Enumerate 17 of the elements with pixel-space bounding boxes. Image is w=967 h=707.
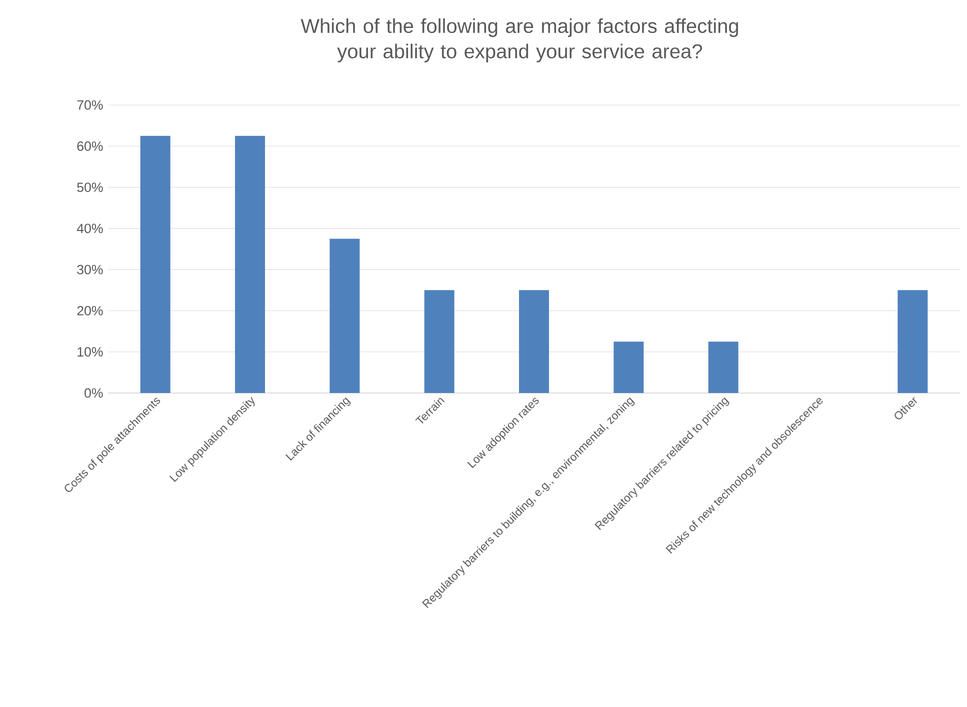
y-tick-label: 20% bbox=[77, 306, 103, 316]
bar bbox=[140, 136, 170, 393]
y-tick-label: 70% bbox=[77, 100, 103, 110]
y-tick-label: 30% bbox=[77, 264, 103, 274]
bar bbox=[614, 342, 644, 393]
bar bbox=[708, 342, 738, 393]
bar bbox=[519, 290, 549, 393]
bar bbox=[898, 290, 928, 393]
y-tick-label: 0% bbox=[84, 388, 103, 398]
y-tick-label: 10% bbox=[78, 347, 103, 357]
bar bbox=[424, 290, 454, 393]
y-tick-label: 60% bbox=[77, 141, 103, 151]
bar bbox=[330, 238, 360, 393]
y-tick-label: 50% bbox=[77, 182, 103, 192]
bar bbox=[235, 136, 265, 393]
chart-title: Which of the following are major factors affecting your ability to expand your service area? bbox=[300, 18, 738, 62]
y-tick-label: 40% bbox=[76, 224, 103, 234]
